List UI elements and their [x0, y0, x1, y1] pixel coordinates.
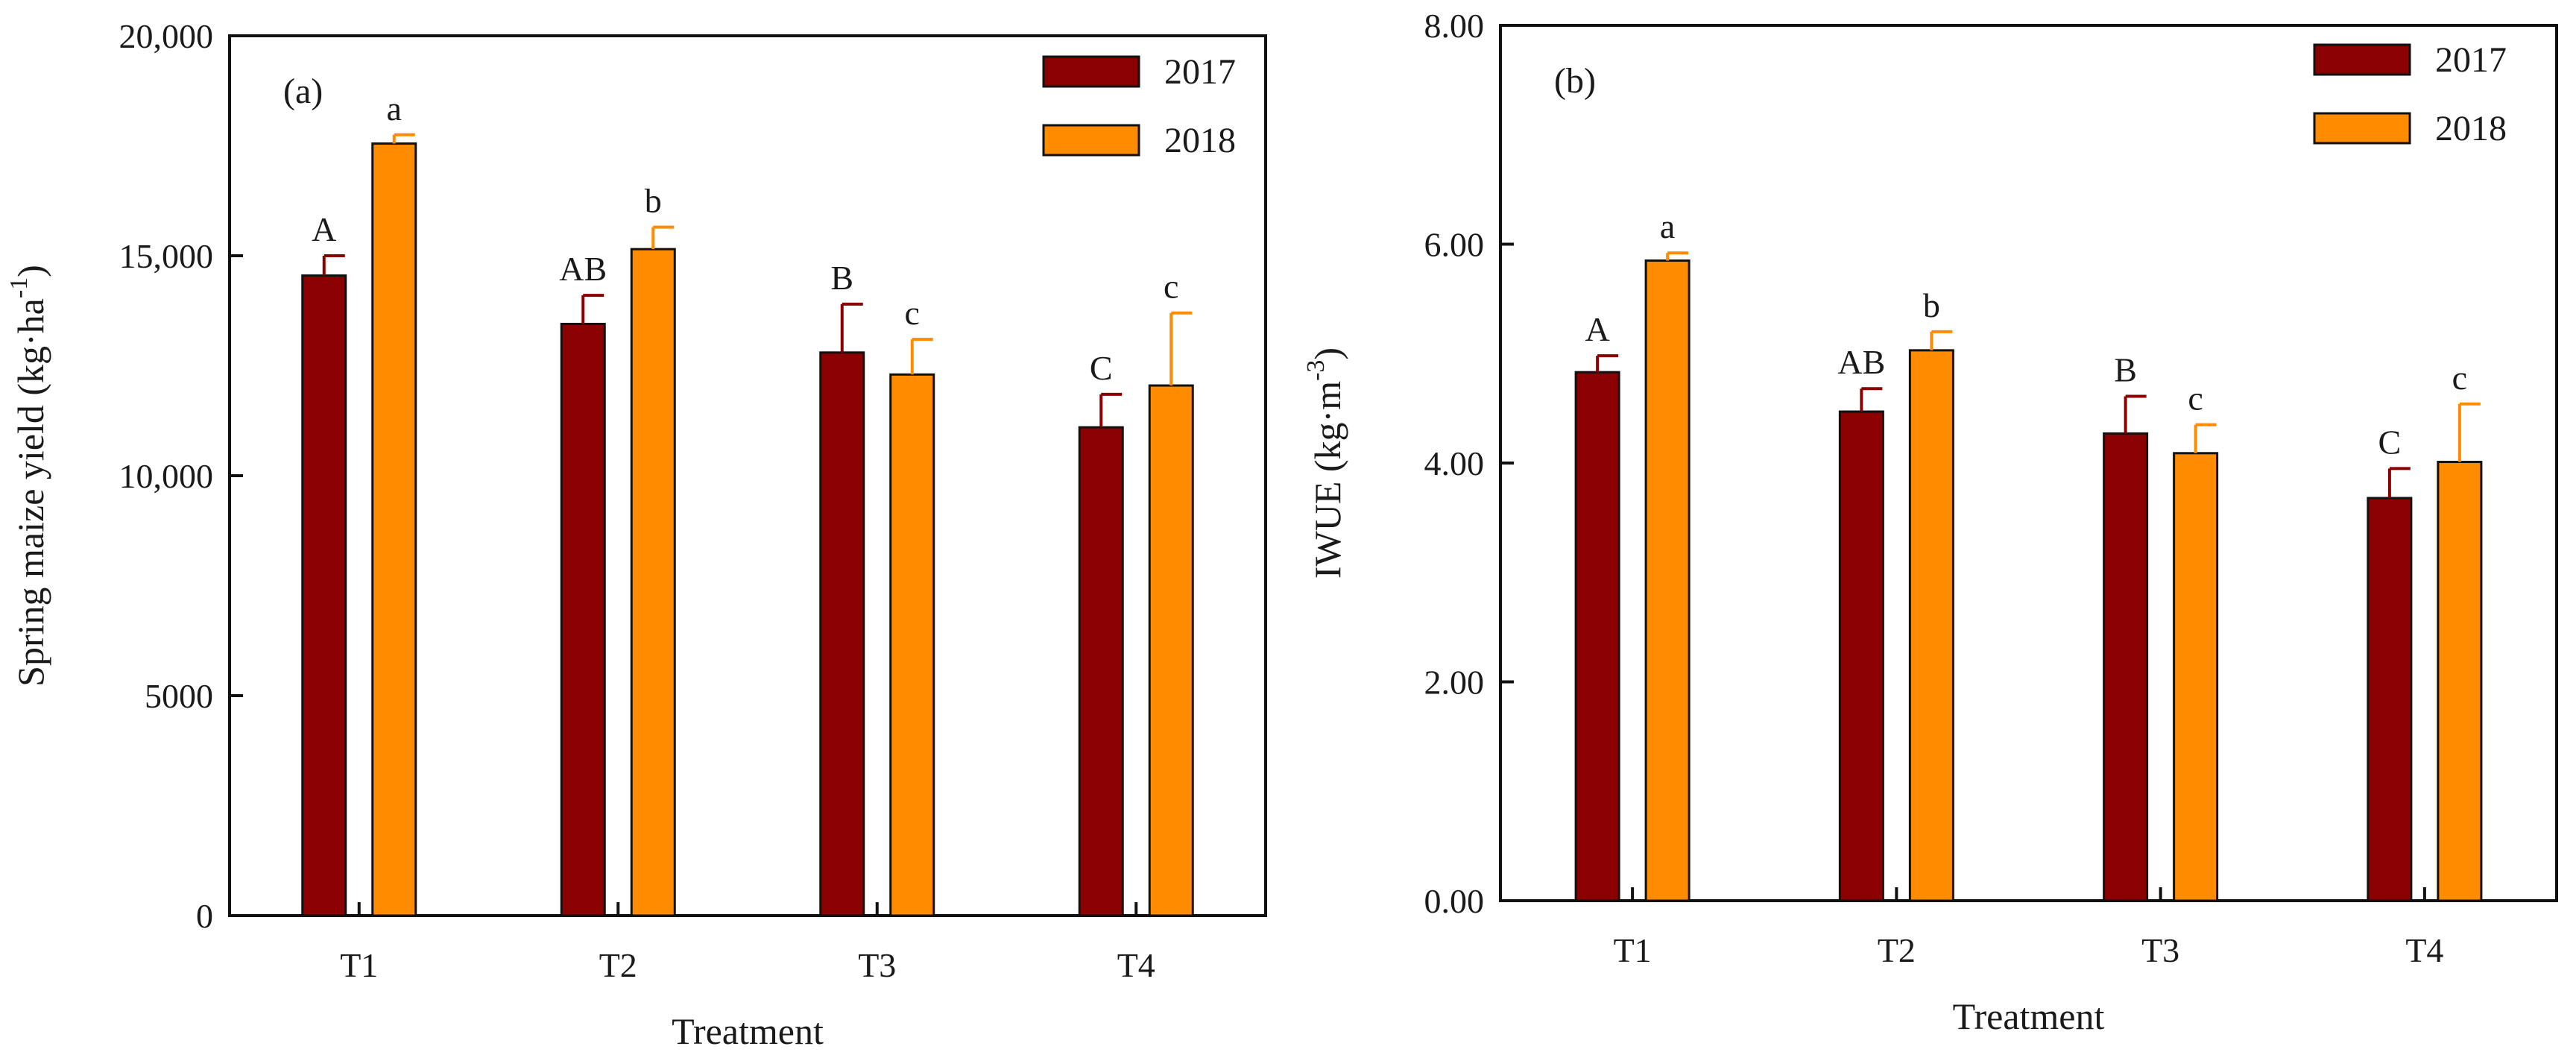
significance-letter: c [2188, 380, 2203, 418]
panel-label: (a) [283, 72, 323, 111]
y-axis-label-text: Spring maize yield (kg·ha [10, 298, 51, 687]
legend-label: 2017 [2435, 40, 2507, 80]
y-tick-label: 0 [196, 897, 213, 935]
y-tick-label: 4.00 [1424, 444, 1485, 482]
significance-letter: C [1090, 349, 1113, 387]
significance-letter: c [905, 294, 920, 332]
legend-swatch [2313, 112, 2411, 145]
chart-panel-2: 0.00 2.00 4.00 6.00 8.00 T1 Aa T2 AB b T3 Bc T4 Cc (b)… [1302, 7, 2558, 1037]
legend-swatch [2313, 43, 2411, 76]
legend-label: 2018 [1164, 121, 1236, 160]
x-tick-label: T4 [1117, 946, 1155, 984]
bar-2018-T2 [1908, 349, 1954, 902]
y-tick-label: 10,000 [119, 457, 214, 495]
x-tick-label: T1 [340, 946, 378, 984]
bar-2018-T4 [2437, 461, 2483, 902]
bar-2018-T3 [2173, 452, 2219, 902]
y-tick-label: 0.00 [1424, 882, 1485, 920]
y-axis-label-superscript: -1 [5, 277, 33, 298]
bar-2017-T2 [560, 322, 606, 917]
significance-letter: a [1660, 207, 1675, 245]
panel-label: (b) [1554, 61, 1596, 101]
significance-letter: A [1585, 310, 1610, 348]
bar-2017-T1 [1574, 371, 1620, 902]
significance-letter: A [312, 210, 336, 248]
y-tick-label: 5000 [145, 677, 213, 715]
significance-letter: b [645, 182, 662, 220]
significance-letter: b [1923, 286, 1940, 324]
significance-letter: C [2378, 423, 2402, 461]
x-tick-label: T2 [1878, 931, 1916, 969]
y-axis-label-text: IWUE (kg·m [1307, 381, 1348, 579]
x-tick-label: T2 [599, 946, 637, 984]
legend-swatch [1042, 55, 1140, 88]
bar-2017-T4 [2367, 497, 2413, 902]
bar-2018-T1 [1644, 259, 1690, 902]
y-tick-label: 6.00 [1424, 226, 1485, 264]
y-tick-label: 15,000 [119, 237, 214, 275]
bar-2017-T4 [1078, 426, 1124, 917]
x-tick-label: T3 [2141, 931, 2179, 969]
x-axis-label: Treatment [1953, 995, 2105, 1037]
significance-letter: B [2114, 350, 2137, 388]
y-tick-label: 20,000 [119, 17, 214, 55]
bar-2018-T4 [1148, 384, 1194, 917]
significance-letter: AB [559, 250, 607, 288]
x-tick-label: T3 [858, 946, 896, 984]
bar-2017-T1 [301, 274, 347, 917]
bar-2018-T2 [630, 248, 676, 917]
x-axis-label: Treatment [672, 1010, 824, 1052]
y-axis-label: IWUE (kg·m-3) [1302, 347, 1348, 579]
legend-label: 2018 [2435, 109, 2507, 148]
y-axis-label-superscript: -3 [1302, 360, 1330, 381]
legend-label: 2017 [1164, 52, 1236, 92]
bar-2017-T3 [819, 351, 865, 917]
y-tick-label: 8.00 [1424, 7, 1485, 45]
significance-letter: B [830, 259, 853, 297]
significance-letter: a [387, 89, 402, 127]
y-axis-label: Spring maize yield (kg·ha-1) [5, 265, 51, 687]
chart-panel-1: 0 5000 10,000 15,000 20,000 T1 Aa T2 AB b T3 Bc T4 Cc… [5, 17, 1267, 1052]
bar-2018-T1 [371, 142, 417, 917]
bar-2017-T2 [1838, 410, 1884, 902]
significance-letter: AB [1837, 343, 1885, 381]
y-tick-label: 2.00 [1424, 664, 1485, 702]
bar-2018-T3 [889, 373, 935, 917]
x-tick-label: T4 [2405, 931, 2443, 969]
x-tick-label: T1 [1614, 931, 1652, 969]
significance-letter: c [2452, 359, 2467, 397]
significance-letter: c [1164, 268, 1178, 306]
bar-2017-T3 [2103, 432, 2149, 902]
y-axis-label-close: ) [1307, 347, 1348, 360]
y-axis-label-close: ) [10, 265, 51, 277]
legend-swatch [1042, 124, 1140, 157]
